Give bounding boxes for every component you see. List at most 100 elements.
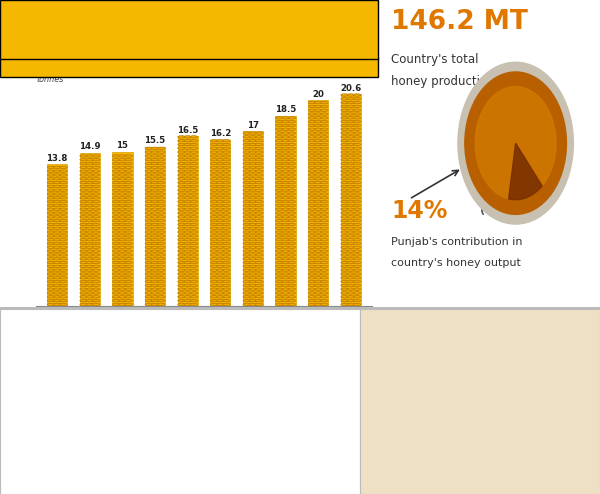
Circle shape bbox=[341, 227, 349, 229]
Circle shape bbox=[145, 303, 152, 306]
Circle shape bbox=[190, 292, 197, 294]
Circle shape bbox=[347, 231, 355, 233]
Circle shape bbox=[119, 284, 126, 287]
Circle shape bbox=[211, 185, 218, 188]
Circle shape bbox=[92, 155, 100, 157]
Circle shape bbox=[347, 181, 355, 184]
Circle shape bbox=[184, 163, 191, 165]
Circle shape bbox=[151, 277, 159, 279]
Circle shape bbox=[256, 204, 263, 206]
Circle shape bbox=[288, 181, 296, 184]
Circle shape bbox=[184, 143, 191, 146]
Circle shape bbox=[353, 269, 361, 271]
Circle shape bbox=[249, 303, 257, 306]
Circle shape bbox=[145, 197, 152, 199]
Text: average colony of Apis Mellifera: average colony of Apis Mellifera bbox=[375, 373, 535, 383]
Circle shape bbox=[53, 243, 61, 245]
Circle shape bbox=[217, 159, 224, 161]
Circle shape bbox=[86, 269, 94, 271]
Text: | Annual honey output of: | Annual honey output of bbox=[414, 403, 541, 413]
Circle shape bbox=[184, 250, 191, 252]
Circle shape bbox=[158, 269, 165, 271]
Circle shape bbox=[80, 246, 88, 248]
Circle shape bbox=[223, 177, 230, 180]
Circle shape bbox=[59, 265, 67, 268]
Circle shape bbox=[178, 265, 185, 268]
Circle shape bbox=[59, 235, 67, 237]
Circle shape bbox=[92, 212, 100, 214]
Circle shape bbox=[314, 219, 322, 222]
Text: 15: 15 bbox=[116, 141, 128, 150]
Circle shape bbox=[178, 204, 185, 206]
Circle shape bbox=[86, 284, 94, 287]
Circle shape bbox=[80, 235, 88, 237]
Circle shape bbox=[314, 101, 322, 104]
Text: 1962: 1962 bbox=[19, 383, 47, 393]
Circle shape bbox=[47, 261, 55, 264]
Circle shape bbox=[184, 292, 191, 294]
Circle shape bbox=[47, 212, 55, 214]
Circle shape bbox=[275, 193, 283, 195]
Circle shape bbox=[314, 124, 322, 126]
Circle shape bbox=[249, 273, 257, 275]
Circle shape bbox=[288, 189, 296, 191]
Circle shape bbox=[223, 219, 230, 222]
Circle shape bbox=[249, 163, 257, 165]
Circle shape bbox=[256, 151, 263, 153]
Circle shape bbox=[320, 113, 328, 115]
Circle shape bbox=[223, 139, 230, 142]
Circle shape bbox=[347, 124, 355, 126]
Circle shape bbox=[288, 136, 296, 138]
Circle shape bbox=[86, 170, 94, 172]
Circle shape bbox=[314, 151, 322, 153]
Text: 20.6: 20.6 bbox=[340, 83, 361, 93]
Circle shape bbox=[190, 163, 197, 165]
Circle shape bbox=[184, 159, 191, 161]
Circle shape bbox=[217, 295, 224, 298]
Circle shape bbox=[282, 204, 289, 206]
Circle shape bbox=[347, 94, 355, 96]
Circle shape bbox=[256, 269, 263, 271]
Circle shape bbox=[223, 284, 230, 287]
Circle shape bbox=[288, 212, 296, 214]
Circle shape bbox=[314, 132, 322, 134]
Circle shape bbox=[282, 166, 289, 168]
Circle shape bbox=[353, 163, 361, 165]
Circle shape bbox=[145, 177, 152, 180]
Circle shape bbox=[282, 288, 289, 290]
Circle shape bbox=[112, 223, 120, 226]
Circle shape bbox=[119, 281, 126, 283]
Circle shape bbox=[158, 277, 165, 279]
Circle shape bbox=[190, 299, 197, 302]
Circle shape bbox=[275, 303, 283, 306]
Circle shape bbox=[125, 223, 133, 226]
Circle shape bbox=[314, 109, 322, 112]
Circle shape bbox=[211, 273, 218, 275]
Circle shape bbox=[151, 269, 159, 271]
Circle shape bbox=[86, 193, 94, 195]
Circle shape bbox=[353, 239, 361, 241]
Circle shape bbox=[282, 159, 289, 161]
Circle shape bbox=[282, 261, 289, 264]
Circle shape bbox=[190, 185, 197, 188]
Circle shape bbox=[353, 265, 361, 268]
Circle shape bbox=[190, 208, 197, 210]
Circle shape bbox=[275, 295, 283, 298]
Circle shape bbox=[249, 155, 257, 157]
Circle shape bbox=[347, 201, 355, 203]
Circle shape bbox=[125, 269, 133, 271]
Circle shape bbox=[223, 265, 230, 268]
Circle shape bbox=[243, 216, 250, 218]
Circle shape bbox=[211, 243, 218, 245]
Circle shape bbox=[249, 201, 257, 203]
Text: | Italian bee variety: | Italian bee variety bbox=[81, 352, 181, 363]
Circle shape bbox=[59, 246, 67, 248]
Circle shape bbox=[275, 284, 283, 287]
Circle shape bbox=[275, 197, 283, 199]
Circle shape bbox=[92, 223, 100, 226]
Circle shape bbox=[308, 216, 316, 218]
Circle shape bbox=[112, 201, 120, 203]
Circle shape bbox=[282, 246, 289, 248]
Circle shape bbox=[217, 139, 224, 142]
Text: * In Metric
tonnes: * In Metric tonnes bbox=[36, 64, 77, 84]
